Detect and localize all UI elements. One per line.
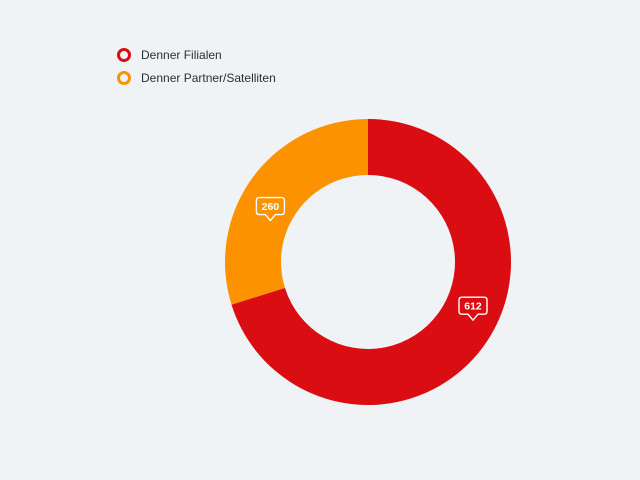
donut-slice-denner-filialen[interactable] bbox=[231, 119, 511, 405]
legend-item-denner-partner-satelliten[interactable]: Denner Partner/Satelliten bbox=[117, 70, 276, 85]
donut-slice-denner-partner-satelliten[interactable] bbox=[224, 119, 368, 305]
value-label-text: 260 bbox=[262, 201, 280, 213]
legend-item-label: Denner Filialen bbox=[141, 47, 222, 62]
value-label-text: 612 bbox=[464, 301, 482, 313]
speech-bubble-icon bbox=[255, 196, 286, 222]
value-label-bubble: 260 bbox=[255, 196, 286, 222]
legend-item-denner-filialen[interactable]: Denner Filialen bbox=[117, 47, 276, 62]
value-label-bubble: 612 bbox=[458, 296, 488, 321]
legend-marker-ring-icon bbox=[117, 47, 131, 62]
legend-item-label: Denner Partner/Satelliten bbox=[141, 70, 276, 85]
chart-legend: Denner Filialen Denner Partner/Satellite… bbox=[117, 47, 276, 85]
legend-marker-ring-icon bbox=[117, 70, 131, 85]
speech-bubble-icon bbox=[458, 296, 488, 321]
